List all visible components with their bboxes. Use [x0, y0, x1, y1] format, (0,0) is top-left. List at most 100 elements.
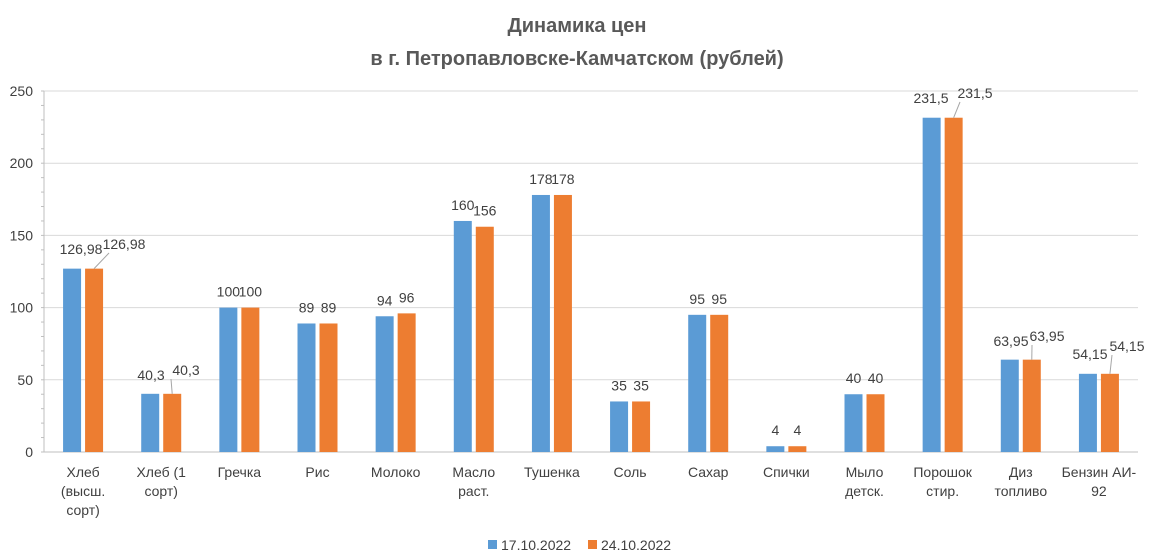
bar-series-2	[1022, 359, 1041, 452]
x-tick-label: Сахар	[688, 464, 729, 480]
bar-series-2	[632, 401, 651, 452]
x-tick-label-line: Диз	[1009, 464, 1033, 480]
data-label: 40	[846, 370, 862, 386]
x-tick-label-line: Тушенка	[524, 464, 580, 480]
bar-series-1	[922, 117, 941, 453]
x-tick-label: Рис	[305, 464, 329, 480]
bar-series-2	[866, 394, 885, 452]
chart-title: Динамика цен в г. Петропавловске-Камчатск…	[370, 15, 783, 70]
bar-series-2	[710, 314, 729, 452]
label-leader-line	[93, 252, 110, 269]
y-tick-label: 250	[10, 83, 34, 99]
bar-series-2	[319, 323, 338, 452]
bar-series-1	[219, 307, 238, 452]
label-leader-line	[953, 101, 961, 118]
bar-series-2	[553, 194, 572, 452]
data-label: 54,15	[1109, 338, 1144, 354]
x-tick-label-line: Гречка	[218, 464, 262, 480]
bar-series-2	[397, 313, 416, 452]
y-tick-label: 50	[17, 372, 33, 388]
legend-swatch	[588, 540, 597, 549]
x-tick-label-line: Бензин АИ-	[1062, 464, 1137, 480]
data-label: 95	[711, 291, 727, 307]
x-tick-label-line: Порошок	[913, 464, 972, 480]
data-label: 231,5	[957, 85, 992, 101]
x-tick-label-line: Молоко	[371, 464, 421, 480]
chart-title-line: в г. Петропавловске-Камчатском (рублей)	[370, 48, 783, 70]
bar-series-1	[297, 323, 316, 452]
legend-label: 24.10.2022	[601, 537, 671, 553]
x-axis: Хлеб (высш. сорт) Хлеб (1 сорт) Гречка Рис Моло…	[44, 451, 1138, 518]
x-tick-label-line: Хлеб (1	[136, 464, 186, 480]
x-tick-label-line: стир.	[926, 483, 959, 499]
data-label: 95	[689, 291, 705, 307]
x-tick-label: Масло раст.	[452, 464, 495, 499]
legend-swatch	[488, 540, 497, 549]
legend: 17.10.2022 24.10.2022	[488, 537, 671, 553]
bar-series-1	[688, 314, 707, 452]
y-tick-label: 200	[10, 155, 34, 171]
x-tick-label: Хлеб (высш. сорт)	[61, 464, 105, 518]
bar-series-2	[85, 268, 104, 452]
bar-series-1	[531, 194, 550, 452]
bar-series-1	[375, 316, 394, 452]
x-tick-label-line: сорт)	[144, 483, 178, 499]
label-leader-line	[170, 378, 173, 394]
y-tick-label: 100	[10, 300, 34, 316]
data-label: 231,5	[913, 90, 948, 106]
bars	[63, 117, 1119, 453]
bar-series-2	[475, 226, 494, 452]
legend-label: 17.10.2022	[501, 537, 571, 553]
x-tick-label-line: сорт)	[66, 502, 100, 518]
chart-title-line: Динамика цен	[507, 15, 646, 37]
x-tick-label-line: Сахар	[688, 464, 729, 480]
data-label: 160	[451, 197, 475, 213]
x-tick-label: Хлеб (1 сорт)	[136, 464, 186, 499]
data-label: 35	[633, 377, 649, 393]
data-label: 89	[321, 299, 337, 315]
y-tick-label: 0	[25, 444, 33, 460]
x-tick-label: Бензин АИ- 92	[1062, 464, 1137, 499]
bar-series-2	[944, 117, 963, 453]
data-label: 54,15	[1072, 346, 1107, 362]
bar-series-2	[241, 307, 260, 452]
data-label: 40,3	[137, 367, 164, 383]
data-label: 100	[217, 284, 241, 300]
x-tick-label-line: 92	[1091, 483, 1107, 499]
x-tick-label-line: раст.	[458, 483, 489, 499]
data-label: 40,3	[172, 362, 199, 378]
data-label: 178	[551, 171, 575, 187]
x-tick-label: Гречка	[218, 464, 262, 480]
x-tick-label-line: Хлеб	[66, 464, 99, 480]
data-label: 156	[473, 203, 497, 219]
bar-series-2	[788, 446, 807, 452]
label-leader-line	[1109, 354, 1113, 374]
x-tick-label-line: Рис	[305, 464, 329, 480]
bar-series-2	[163, 393, 182, 452]
x-tick-label: Порошок стир.	[913, 464, 972, 499]
x-tick-label: Спички	[763, 464, 810, 480]
x-tick-label-line: Мыло	[846, 464, 884, 480]
x-tick-label-line: детск.	[845, 483, 884, 499]
bar-series-1	[766, 446, 785, 452]
data-label: 35	[611, 377, 627, 393]
y-axis: 0 50 100 150 200 250	[10, 83, 45, 460]
x-tick-label: Соль	[614, 464, 647, 480]
data-label: 100	[239, 284, 263, 300]
bar-series-2	[1100, 373, 1119, 452]
data-label: 4	[793, 422, 801, 438]
data-label: 63,95	[993, 333, 1028, 349]
data-label: 126,98	[60, 241, 103, 257]
x-tick-label: Диз топливо	[994, 464, 1047, 499]
data-label: 94	[377, 292, 393, 308]
x-tick-label: Мыло детск.	[845, 464, 884, 499]
bar-series-1	[63, 268, 82, 452]
y-tick-label: 150	[10, 227, 34, 243]
x-tick-label-line: Спички	[763, 464, 810, 480]
data-label: 4	[771, 422, 779, 438]
data-label: 63,95	[1029, 328, 1064, 344]
x-tick-label-line: (высш.	[61, 483, 105, 499]
bar-series-1	[1078, 373, 1097, 452]
